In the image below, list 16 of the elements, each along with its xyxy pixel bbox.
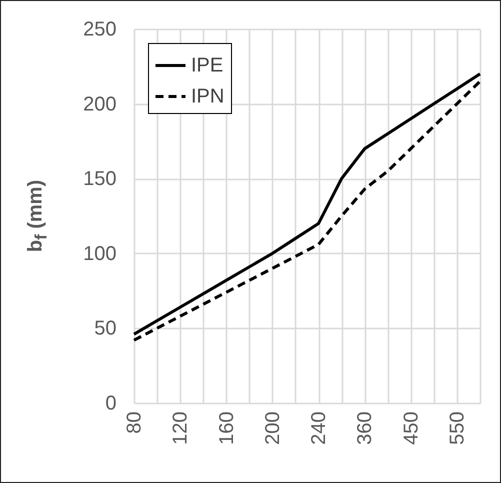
x-tick-label: 450 [400,412,422,445]
y-tick-label: 0 [105,392,116,414]
x-tick-label: 200 [262,412,284,445]
y-tick-label: 250 [83,18,116,40]
y-tick-label: 150 [83,168,116,190]
x-tick-label: 80 [124,412,146,434]
y-tick-label: 200 [83,93,116,116]
y-tick-label: 100 [83,242,116,265]
x-tick-label: 240 [308,412,330,445]
x-tick-label: 120 [170,412,192,445]
y-tick-label: 50 [94,318,116,340]
x-tick-label: 360 [354,412,376,445]
legend-label: IPN [191,86,224,108]
x-tick-label: 160 [216,412,238,445]
legend-label: IPE [191,54,224,76]
x-tick-label: 550 [446,412,468,445]
